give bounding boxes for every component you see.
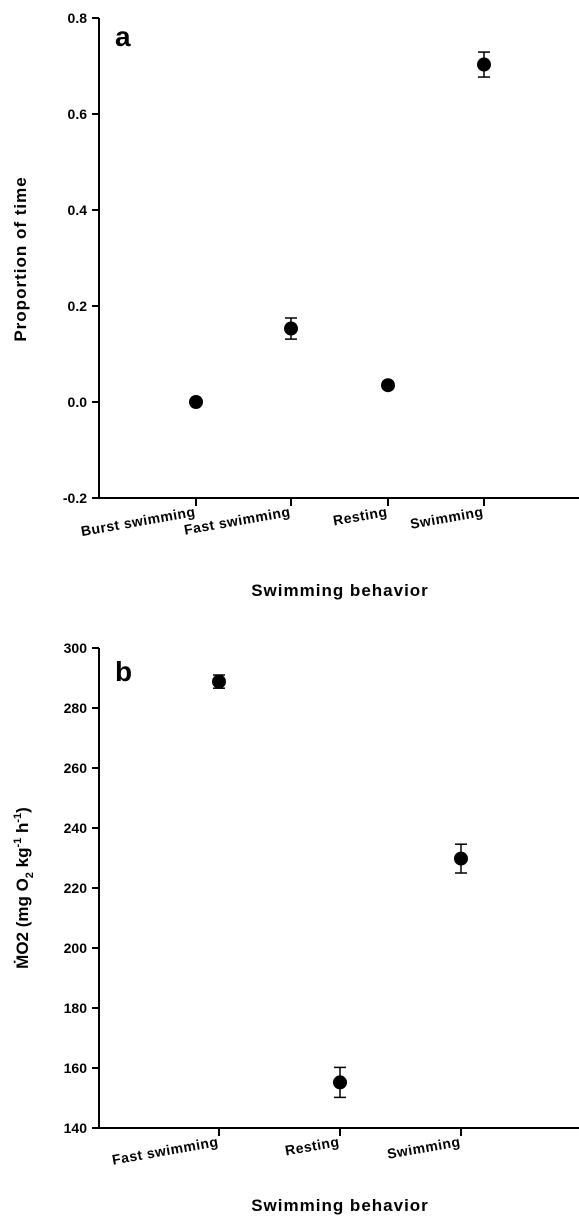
- x-tick-label: Fast swimming: [183, 503, 292, 537]
- y-tick-label: 0.8: [68, 10, 88, 26]
- data-point: [454, 851, 468, 866]
- panel-b: b 140 160 180 200 220 240 260 280 300 Fast swimm…: [12, 640, 579, 1215]
- panel-a-letter: a: [115, 21, 131, 52]
- x-tick-label: Swimming: [386, 1133, 462, 1162]
- y-tick-label: 260: [64, 760, 88, 776]
- x-tick-label: Swimming: [409, 503, 485, 532]
- x-tick-label: Resting: [332, 503, 389, 528]
- panel-b-letter: b: [115, 656, 132, 687]
- data-point: [477, 57, 491, 72]
- panel-b-x-axis-title: Swimming behavior: [251, 1196, 429, 1215]
- y-tick-label: 0.4: [68, 202, 88, 218]
- x-tick-label: Resting: [284, 1133, 341, 1158]
- panel-b-y-axis-title: ṀO2 (mg O2 kg-1 h-1): [12, 807, 36, 969]
- x-tick-label: Fast swimming: [111, 1133, 220, 1167]
- data-point: [212, 674, 226, 689]
- data-point: [333, 1075, 347, 1090]
- y-tick-label: 140: [64, 1120, 88, 1136]
- panel-a: a -0.2 0.0 0.2 0.4 0.6 0.8 Burst swimmingFast…: [11, 10, 579, 600]
- y-tick-label: 220: [64, 880, 88, 896]
- data-point: [381, 378, 395, 393]
- y-tick-label: 0.0: [68, 394, 88, 410]
- panel-a-y-axis-title: Proportion of time: [11, 176, 30, 341]
- panel-a-x-axis-title: Swimming behavior: [251, 581, 429, 600]
- y-tick-label: 300: [64, 640, 88, 656]
- data-point: [189, 395, 203, 409]
- y-tick-label: 0.2: [68, 298, 88, 314]
- y-tick-label: 280: [64, 700, 88, 716]
- y-tick-label: -0.2: [63, 490, 87, 506]
- y-tick-label: 240: [64, 820, 88, 836]
- y-tick-label: 160: [64, 1060, 88, 1076]
- y-tick-label: 180: [64, 1000, 88, 1016]
- y-tick-label: 200: [64, 940, 88, 956]
- data-point: [284, 321, 298, 336]
- y-tick-label: 0.6: [68, 106, 88, 122]
- x-tick-label: Burst swimming: [80, 503, 197, 539]
